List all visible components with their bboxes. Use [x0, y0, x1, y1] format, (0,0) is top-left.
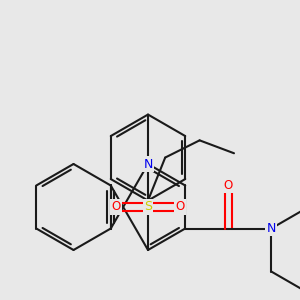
Text: O: O: [111, 200, 120, 214]
Text: O: O: [224, 179, 233, 192]
Text: N: N: [143, 158, 153, 170]
Text: O: O: [176, 200, 185, 214]
Text: N: N: [267, 222, 276, 235]
Text: S: S: [144, 200, 152, 214]
